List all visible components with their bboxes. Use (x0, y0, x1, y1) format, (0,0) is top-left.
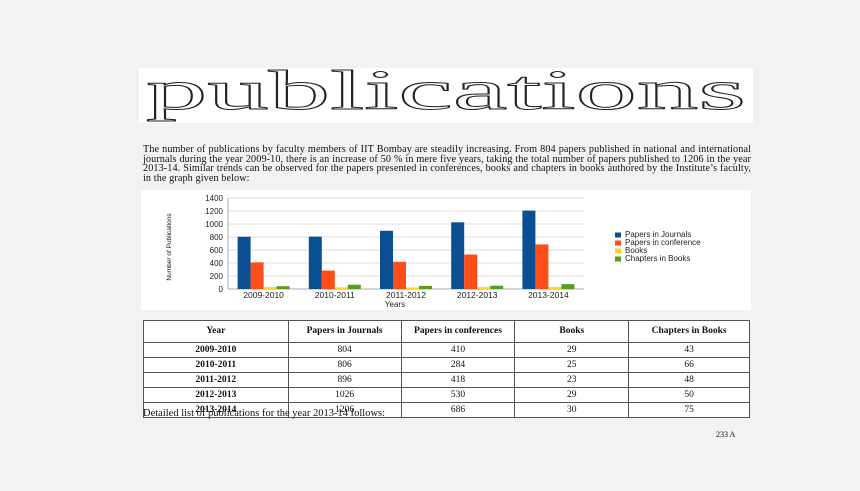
table-cell: 530 (400, 387, 516, 403)
table-cell: 75 (628, 402, 750, 418)
table-cell: 2010-2011 (143, 357, 289, 373)
table-cell: 2012-2013 (143, 387, 289, 403)
legend-swatch (615, 232, 621, 238)
chart-y-ticks: 0 200 400 600 800 1000 1200 1400 (205, 194, 223, 294)
table-row: 2009-2010 804 410 29 43 (143, 342, 750, 358)
table-header: Books (514, 320, 630, 343)
table-row: 2013-2014 1206 686 30 75 (143, 402, 750, 418)
chart-x-label: Years (385, 300, 405, 309)
table-cell: 43 (628, 342, 750, 358)
table-cell: 30 (514, 402, 630, 418)
table-cell: 48 (628, 372, 750, 388)
legend-label: Chapters in Books (625, 254, 690, 263)
bar (477, 287, 491, 289)
publications-table: Year Papers in Journals Papers in confer… (143, 320, 750, 418)
bar (522, 210, 536, 289)
table-cell: 2013-2014 (143, 402, 289, 418)
bar (334, 287, 348, 289)
x-tick-label: 2012-2013 (457, 290, 498, 300)
x-tick-label: 2011-2012 (386, 290, 426, 300)
table-cell: 66 (628, 357, 750, 373)
y-tick-label: 400 (210, 259, 224, 268)
y-tick-label: 0 (219, 285, 224, 294)
bar (464, 254, 478, 289)
table-cell: 2009-2010 (143, 342, 289, 358)
bar (419, 285, 432, 289)
bar (451, 222, 465, 289)
bar (393, 261, 406, 289)
legend-swatch (615, 248, 621, 254)
table-row: 2010-2011 806 284 25 66 (143, 357, 750, 373)
banner-title: publications (146, 68, 746, 122)
bar (276, 286, 290, 289)
table-cell: 1026 (287, 387, 402, 403)
bar (321, 270, 335, 289)
table-cell: 410 (400, 342, 516, 358)
chart-svg: 0 200 400 600 800 1000 1200 1400 2009-2010 2010-… (166, 194, 701, 309)
bar (535, 244, 549, 289)
table-cell: 284 (400, 357, 516, 373)
y-tick-label: 1400 (205, 194, 223, 203)
bar (406, 287, 419, 289)
x-tick-label: 2013-2014 (528, 290, 569, 300)
x-tick-label: 2010-2011 (315, 290, 355, 300)
bar (347, 284, 361, 289)
table-cell: 29 (514, 342, 630, 358)
table-header: Chapters in Books (628, 320, 750, 343)
table-cell: 23 (514, 372, 630, 388)
bar (490, 285, 504, 289)
table-cell: 686 (400, 402, 516, 418)
table-row: 2012-2013 1026 530 29 50 (143, 387, 750, 403)
chart-y-label: Number of Publications (166, 213, 173, 281)
table-cell: 29 (514, 387, 630, 403)
y-tick-label: 1000 (205, 220, 223, 229)
table-cell: 50 (628, 387, 750, 403)
table-header-row: Year Papers in Journals Papers in confer… (143, 320, 750, 343)
bar (561, 284, 575, 289)
bar (308, 236, 322, 289)
legend-label: Papers in Journals (625, 230, 691, 239)
table-header: Papers in Journals (287, 320, 402, 343)
legend-swatch (615, 240, 621, 246)
page-number: 233 A (716, 430, 736, 439)
x-tick-label: 2009-2010 (243, 290, 284, 300)
table-header: Year (143, 320, 289, 343)
y-tick-label: 1200 (205, 207, 223, 216)
bar (548, 287, 562, 289)
legend-swatch (615, 256, 621, 262)
table-cell: 806 (287, 357, 402, 373)
bar (250, 262, 264, 289)
y-tick-label: 600 (210, 246, 224, 255)
chart-x-ticks: 2009-2010 2010-2011 2011-2012 2012-2013 2013… (243, 290, 569, 300)
chart-bars (237, 210, 575, 289)
y-tick-label: 200 (210, 272, 224, 281)
bar (237, 236, 251, 289)
table-cell: 2011-2012 (143, 372, 289, 388)
legend-label: Books (625, 246, 647, 255)
publications-banner: publications (139, 68, 753, 123)
table-row: 2011-2012 896 418 23 48 (143, 372, 750, 388)
intro-paragraph: The number of publications by faculty me… (143, 144, 751, 184)
detailed-list-note: Detailed list of publications for the ye… (143, 408, 386, 419)
bar (263, 287, 277, 289)
table-cell: 804 (287, 342, 402, 358)
table-cell: 418 (400, 372, 516, 388)
y-tick-label: 800 (210, 233, 224, 242)
table-header: Papers in conferences (400, 320, 516, 343)
table-cell: 896 (287, 372, 402, 388)
legend-label: Papers in conference (625, 238, 701, 247)
banner-svg: publications (146, 68, 747, 123)
publications-chart: 0 200 400 600 800 1000 1200 1400 2009-2010 2010-… (141, 190, 751, 310)
bar (380, 230, 393, 289)
table-cell: 25 (514, 357, 630, 373)
